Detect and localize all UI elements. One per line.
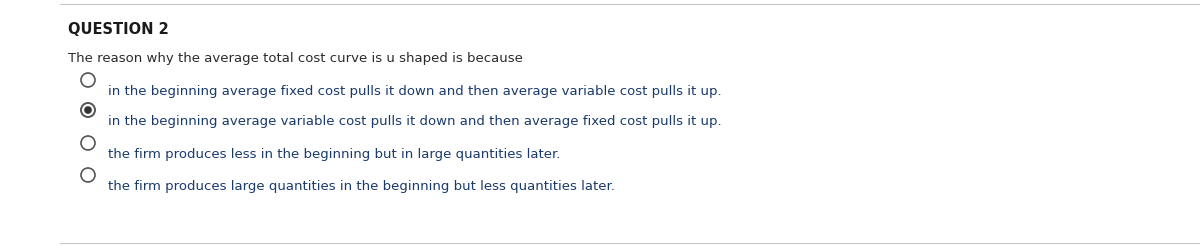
Circle shape — [82, 136, 95, 150]
Circle shape — [82, 103, 95, 117]
Circle shape — [82, 168, 95, 182]
Text: the firm produces large quantities in the beginning but less quantities later.: the firm produces large quantities in th… — [108, 180, 614, 193]
Circle shape — [82, 73, 95, 87]
Circle shape — [84, 106, 92, 114]
Text: the firm produces less in the beginning but in large quantities later.: the firm produces less in the beginning … — [108, 148, 560, 161]
Text: in the beginning average fixed cost pulls it down and then average variable cost: in the beginning average fixed cost pull… — [108, 85, 721, 98]
Text: in the beginning average variable cost pulls it down and then average fixed cost: in the beginning average variable cost p… — [108, 115, 721, 128]
Text: QUESTION 2: QUESTION 2 — [68, 22, 169, 37]
Text: The reason why the average total cost curve is u shaped is because: The reason why the average total cost cu… — [68, 52, 523, 65]
